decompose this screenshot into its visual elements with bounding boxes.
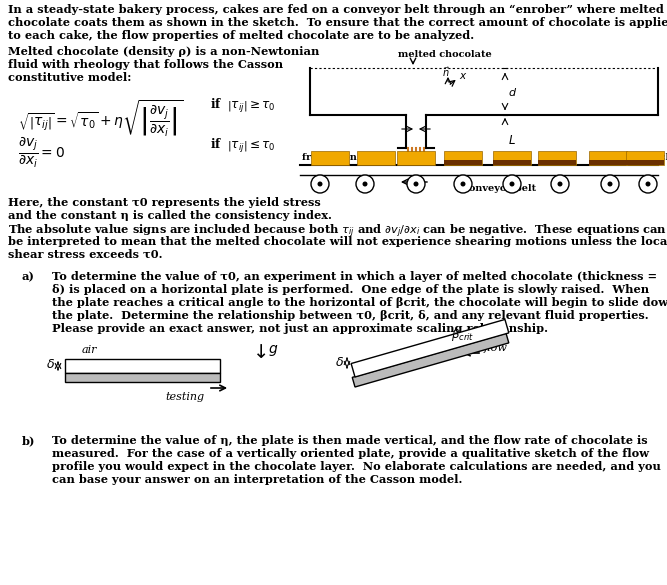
Text: $\delta$: $\delta$ <box>47 357 55 370</box>
Circle shape <box>510 181 514 187</box>
Text: from oven: from oven <box>302 153 357 161</box>
Circle shape <box>454 175 472 193</box>
Bar <box>538 151 576 165</box>
Circle shape <box>362 181 368 187</box>
Text: $L$: $L$ <box>508 133 516 146</box>
Bar <box>311 151 349 165</box>
Bar <box>626 151 664 165</box>
Text: In a steady-state bakery process, cakes are fed on a conveyor belt through an “e: In a steady-state bakery process, cakes … <box>8 4 664 15</box>
Text: a): a) <box>22 271 35 282</box>
Bar <box>357 151 395 165</box>
Text: constitutive model:: constitutive model: <box>8 72 131 83</box>
Text: can base your answer on an interpretation of the Casson model.: can base your answer on an interpretatio… <box>52 474 462 485</box>
Text: $\downarrow$: $\downarrow$ <box>249 343 267 362</box>
Bar <box>626 160 664 165</box>
Text: the plate.  Determine the relationship between τ0, βcrit, δ, and any relevant fl: the plate. Determine the relationship be… <box>52 310 648 321</box>
Bar <box>589 151 627 165</box>
Text: to packaging: to packaging <box>632 153 667 161</box>
Circle shape <box>311 175 329 193</box>
Bar <box>397 151 435 165</box>
Text: if $\;\left|\tau_{ij}\right|\geq\tau_0$: if $\;\left|\tau_{ij}\right|\geq\tau_0$ <box>210 97 275 115</box>
Circle shape <box>414 181 418 187</box>
Text: $d$: $d$ <box>508 85 517 98</box>
Bar <box>65 373 220 382</box>
Text: $\delta$: $\delta$ <box>336 356 345 370</box>
Circle shape <box>639 175 657 193</box>
Circle shape <box>503 175 521 193</box>
Text: if $\;\left|\tau_{ij}\right|\leq\tau_0$: if $\;\left|\tau_{ij}\right|\leq\tau_0$ <box>210 137 275 155</box>
Text: δ) is placed on a horizontal plate is performed.  One edge of the plate is slowl: δ) is placed on a horizontal plate is pe… <box>52 284 649 295</box>
Text: air: air <box>82 345 97 355</box>
Text: the plate reaches a critical angle to the horizontal of βcrit, the chocolate wil: the plate reaches a critical angle to th… <box>52 297 667 308</box>
Text: conveyor belt: conveyor belt <box>464 184 536 193</box>
Text: measured.  For the case of a vertically oriented plate, provide a qualitative sk: measured. For the case of a vertically o… <box>52 448 649 459</box>
Text: $\beta_{crit}$: $\beta_{crit}$ <box>451 327 474 343</box>
Circle shape <box>407 175 425 193</box>
Bar <box>493 160 531 165</box>
Circle shape <box>460 181 466 187</box>
Text: to each cake, the flow properties of melted chocolate are to be analyzed.: to each cake, the flow properties of mel… <box>8 30 474 41</box>
Circle shape <box>601 175 619 193</box>
Text: profile you would expect in the chocolate layer.  No elaborate calculations are : profile you would expect in the chocolat… <box>52 461 661 472</box>
Text: chocolate coats them as shown in the sketch.  To ensure that the correct amount : chocolate coats them as shown in the ske… <box>8 17 667 28</box>
Bar <box>444 160 482 165</box>
Circle shape <box>608 181 612 187</box>
Text: The absolute value signs are included because both $\tau_{ij}$ and $\partial v_j: The absolute value signs are included be… <box>8 223 667 240</box>
Text: be interpreted to mean that the melted chocolate will not experience shearing mo: be interpreted to mean that the melted c… <box>8 236 667 247</box>
Text: melted chocolate: melted chocolate <box>398 50 492 59</box>
Circle shape <box>317 181 323 187</box>
Text: chocolate: chocolate <box>113 364 167 374</box>
Circle shape <box>646 181 650 187</box>
Text: flow: flow <box>484 343 508 353</box>
Text: fluid with rheology that follows the Casson: fluid with rheology that follows the Cas… <box>8 59 283 70</box>
Bar <box>493 151 531 165</box>
Text: Please provide an exact answer, not just an approximate scaling relationship.: Please provide an exact answer, not just… <box>52 323 548 334</box>
Circle shape <box>558 181 562 187</box>
Text: b): b) <box>22 435 35 446</box>
Text: and the constant η is called the consistency index.: and the constant η is called the consist… <box>8 210 332 221</box>
Text: $g$: $g$ <box>268 343 278 358</box>
Circle shape <box>356 175 374 193</box>
Text: $\sqrt{\left|\tau_{ij}\right|}=\sqrt{\tau_0}+\eta\sqrt{\left|\dfrac{\partial v_j: $\sqrt{\left|\tau_{ij}\right|}=\sqrt{\ta… <box>18 99 183 139</box>
Bar <box>538 160 576 165</box>
Text: $\dfrac{\partial v_j}{\partial x_i}=0$: $\dfrac{\partial v_j}{\partial x_i}=0$ <box>18 135 65 170</box>
Bar <box>65 359 220 373</box>
Bar <box>444 151 482 165</box>
Text: $x$: $x$ <box>459 71 468 81</box>
Polygon shape <box>352 333 509 387</box>
Text: To determine the value of τ0, an experiment in which a layer of melted chocolate: To determine the value of τ0, an experim… <box>52 271 657 282</box>
Text: testing: testing <box>165 392 205 402</box>
Text: $\vec{n}$: $\vec{n}$ <box>442 66 450 79</box>
Text: Here, the constant τ0 represents the yield stress: Here, the constant τ0 represents the yie… <box>8 197 321 208</box>
Circle shape <box>551 175 569 193</box>
Bar <box>589 160 627 165</box>
Text: shear stress exceeds τ0.: shear stress exceeds τ0. <box>8 249 163 260</box>
Text: Melted chocolate (density ρ) is a non-Newtonian: Melted chocolate (density ρ) is a non-Ne… <box>8 46 319 57</box>
Text: To determine the value of η, the plate is then made vertical, and the flow rate : To determine the value of η, the plate i… <box>52 435 648 446</box>
Polygon shape <box>351 319 509 377</box>
